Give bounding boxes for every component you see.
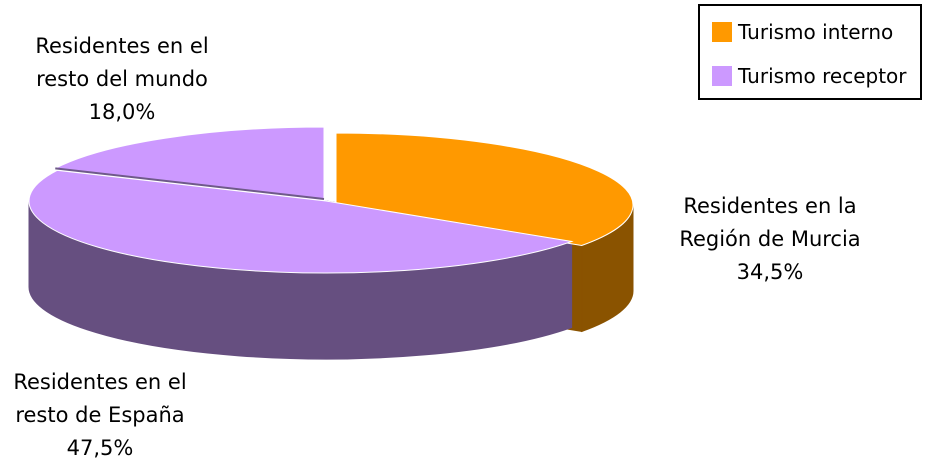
- pie-slice-espana: [28, 169, 572, 274]
- legend: Turismo interno Turismo receptor: [698, 4, 922, 100]
- legend-item-interno: Turismo interno: [712, 20, 893, 44]
- slice-label-mundo-line2: resto del mundo: [36, 67, 208, 91]
- legend-swatch-interno: [712, 22, 732, 42]
- slice-label-murcia-line2: Región de Murcia: [679, 227, 861, 251]
- slice-value-mundo: 18,0%: [88, 100, 156, 124]
- slice-label-espana: Residentes en el resto de España 47,5%: [0, 366, 220, 465]
- legend-label-interno: Turismo interno: [738, 20, 894, 44]
- slice-label-murcia-line1: Residentes en la: [683, 194, 857, 218]
- slice-label-mundo-line1: Residentes en el: [35, 34, 209, 58]
- legend-swatch-receptor: [712, 66, 732, 86]
- slice-label-mundo: Residentes en el resto del mundo 18,0%: [2, 30, 242, 129]
- slice-label-murcia: Residentes en la Región de Murcia 34,5%: [640, 190, 900, 289]
- slice-value-espana: 47,5%: [66, 436, 134, 460]
- slice-label-espana-line2: resto de España: [15, 403, 185, 427]
- pie-slice-mundo: [53, 126, 325, 200]
- legend-item-receptor: Turismo receptor: [712, 64, 907, 88]
- pie-tops: [28, 126, 634, 274]
- slice-label-espana-line1: Residentes en el: [13, 370, 187, 394]
- pie-slice-separator: [55, 167, 325, 200]
- legend-label-receptor: Turismo receptor: [738, 64, 907, 88]
- pie-slice-murcia: [335, 132, 634, 246]
- slice-value-murcia: 34,5%: [736, 260, 804, 284]
